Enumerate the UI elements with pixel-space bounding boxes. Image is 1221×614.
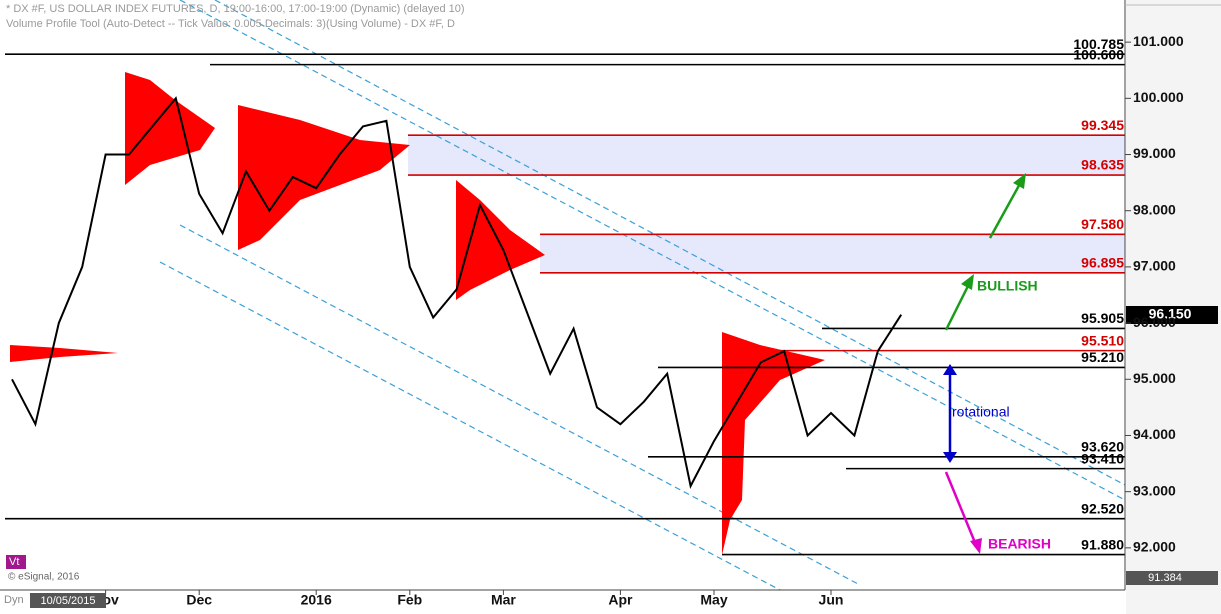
study-tag: Vt bbox=[9, 556, 19, 568]
volume-profile bbox=[10, 345, 118, 362]
y-tick-label: 95.000 bbox=[1133, 370, 1176, 386]
y-tick-label: 98.000 bbox=[1133, 201, 1176, 217]
y-tick-label: 97.000 bbox=[1133, 258, 1176, 274]
y-tick-label: 100.000 bbox=[1133, 89, 1184, 105]
arrows bbox=[943, 173, 1026, 554]
x-tick-label: Jun bbox=[819, 592, 844, 608]
level-label: 99.345 bbox=[1081, 117, 1124, 133]
level-label: 93.410 bbox=[1081, 450, 1124, 466]
x-tick-label: Mar bbox=[491, 592, 516, 608]
arrow-head bbox=[943, 452, 957, 463]
price bbox=[11, 96, 903, 489]
value-areas bbox=[408, 135, 1125, 273]
level-label: 95.905 bbox=[1081, 310, 1124, 326]
price-line bbox=[11, 96, 903, 489]
arrow-head bbox=[1013, 173, 1026, 189]
level-label: 98.635 bbox=[1081, 157, 1124, 173]
chart-subtitle: Volume Profile Tool (Auto-Detect -- Tick… bbox=[6, 18, 455, 30]
low-marker-box bbox=[1126, 571, 1218, 585]
copyright: © eSignal, 2016 bbox=[8, 572, 80, 583]
start-date-box bbox=[30, 593, 106, 608]
x-tick-label: 2016 bbox=[301, 592, 332, 608]
channel-line bbox=[214, 0, 1126, 486]
x-tick-label: Dec bbox=[186, 592, 212, 608]
volume-profile bbox=[125, 72, 215, 185]
chart-title: * DX #F, US DOLLAR INDEX FUTURES, D, 19:… bbox=[6, 3, 465, 15]
arrow-head bbox=[961, 274, 974, 290]
x-tick-label: Apr bbox=[608, 592, 633, 608]
arrow bbox=[944, 471, 978, 546]
y-tick-label: 101.000 bbox=[1133, 33, 1184, 49]
start-date: 10/05/2015 bbox=[40, 595, 95, 607]
level-label: 97.580 bbox=[1081, 216, 1124, 232]
low-marker-label: 91.384 bbox=[1148, 572, 1182, 584]
arrow bbox=[944, 281, 972, 331]
level-label: 96.895 bbox=[1081, 255, 1124, 271]
value-area bbox=[540, 234, 1125, 273]
annotation: BEARISH bbox=[988, 536, 1051, 552]
level-label: 95.510 bbox=[1081, 332, 1124, 348]
annotation: BULLISH bbox=[977, 278, 1038, 294]
volume-profile bbox=[722, 332, 825, 555]
annotation: rotational bbox=[952, 404, 1010, 420]
level-label: 100.600 bbox=[1073, 46, 1124, 62]
arrow bbox=[988, 179, 1024, 239]
y-tick-label: 96.000 bbox=[1133, 314, 1176, 330]
y-tick-label: 99.000 bbox=[1133, 145, 1176, 161]
channel-line bbox=[159, 261, 781, 591]
level-label: 92.520 bbox=[1081, 500, 1124, 516]
last-price-label: 96.150 bbox=[1149, 306, 1192, 322]
y-tick-label: 93.000 bbox=[1133, 482, 1176, 498]
arrow-head bbox=[943, 364, 957, 375]
channel-lines bbox=[159, 0, 1126, 591]
x-tick-label: May bbox=[700, 592, 727, 608]
last-price-box bbox=[1126, 306, 1218, 324]
x-tick-label: Feb bbox=[397, 592, 422, 608]
level-label: 91.880 bbox=[1081, 536, 1124, 552]
study-tag-box bbox=[6, 555, 26, 569]
level-label: 100.785 bbox=[1073, 36, 1124, 52]
arrow-head bbox=[970, 538, 982, 554]
y-tick-label: 94.000 bbox=[1133, 426, 1176, 442]
level-label: 93.620 bbox=[1081, 439, 1124, 455]
y-tick-label: 92.000 bbox=[1133, 539, 1176, 555]
channel-line bbox=[179, 224, 861, 586]
channel-line bbox=[179, 0, 1126, 501]
mode-tag: Dyn bbox=[4, 594, 24, 606]
level-label: 95.210 bbox=[1081, 349, 1124, 365]
value-area bbox=[408, 135, 1125, 176]
